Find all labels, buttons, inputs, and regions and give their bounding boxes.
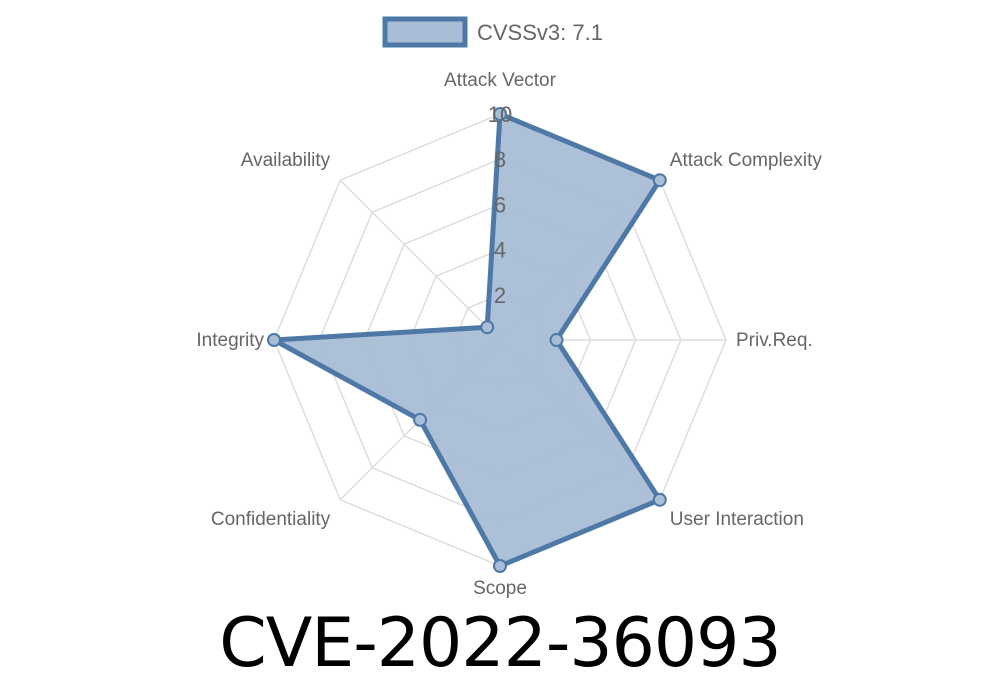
radar-series [267,107,667,573]
axis-label-7: Integrity [196,330,264,351]
radar-tick-labels: 2 4 6 8 10 [488,102,512,308]
data-point-7[interactable] [267,333,281,347]
page-title: CVE-2022-36093 [219,604,781,683]
grid-spoke-8 [339,179,501,341]
axis-label-4: User Interaction [670,509,804,530]
axis-label-1: Attack Vector [444,70,557,91]
data-point-4[interactable] [652,492,667,507]
tick-label-4: 8 [494,147,506,172]
data-point-6[interactable] [413,412,428,427]
radar-axis-labels: Attack Vector Attack Complexity Priv.Req. U… [196,70,822,599]
data-point-3[interactable] [549,333,564,347]
legend-swatch [382,16,468,48]
tick-label-2: 4 [494,238,506,263]
tick-label-5: 10 [488,102,512,127]
axis-label-5: Scope [473,578,527,599]
axis-label-6: Confidentiality [211,509,331,530]
axis-label-3: Priv.Req. [736,330,813,351]
data-point-5[interactable] [493,559,507,573]
legend[interactable]: CVSSv3: 7.1 [382,16,603,48]
tick-label-3: 6 [494,192,506,217]
tick-label-1: 2 [494,283,506,308]
axis-label-2: Attack Complexity [670,150,823,171]
data-point-8[interactable] [480,320,495,335]
data-point-2[interactable] [652,173,667,188]
axis-label-8: Availability [241,150,331,171]
legend-label: CVSSv3: 7.1 [477,20,603,45]
data-point-1[interactable] [493,107,507,121]
